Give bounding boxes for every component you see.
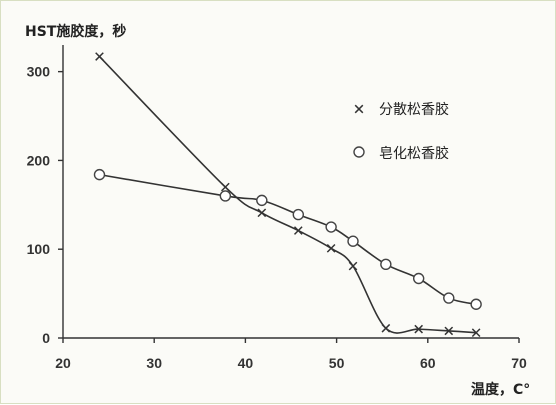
data-point-s2-5 <box>325 221 337 233</box>
data-point-s1-8-stroke-b <box>414 324 424 334</box>
y-tick-label-300: 300 <box>27 64 51 80</box>
x-axis-label: 温度，C° <box>471 382 531 398</box>
x-tick-label-70: 70 <box>511 355 527 371</box>
data-point-s2-10 <box>470 298 482 310</box>
data-point-s1-7-stroke-b <box>381 323 391 333</box>
data-point-s1-7 <box>381 323 391 333</box>
x-tick-label-30: 30 <box>146 355 162 371</box>
data-point-s2-2 <box>219 190 232 202</box>
data-point-s1-10-stroke-b <box>471 328 481 338</box>
data-point-s1-6 <box>348 261 358 271</box>
data-point-s1-9-stroke-b <box>444 326 454 336</box>
data-point-s1-3 <box>257 208 267 218</box>
data-point-s2-6 <box>347 235 359 247</box>
x-tick-label-40: 40 <box>238 355 254 371</box>
data-point-s1-10 <box>471 328 481 338</box>
data-point-s2-4 <box>292 208 304 221</box>
x-tick-label-50: 50 <box>329 355 345 371</box>
data-point-s1-4-stroke-b <box>293 226 303 235</box>
data-point-s2-9 <box>443 292 455 304</box>
legend <box>353 104 365 158</box>
tick-labels: 0 100 200 300 20 30 40 50 60 70 <box>27 64 527 371</box>
data-point-s1-9 <box>444 326 454 336</box>
y-tick-label-200: 200 <box>27 152 51 168</box>
series-markers <box>93 52 482 338</box>
legend-marker-series-2 <box>353 146 365 158</box>
data-point-s1-2 <box>221 182 230 192</box>
data-point-s1-5-stroke-b <box>326 243 336 253</box>
data-point-s2-1 <box>93 168 106 181</box>
data-point-s1-3-stroke-b <box>257 208 267 218</box>
y-tick-label-100: 100 <box>27 241 51 257</box>
x-tick-label-20: 20 <box>55 355 71 371</box>
data-point-s1-1 <box>95 52 104 61</box>
data-point-s1-5 <box>326 243 336 253</box>
legend-label-series-1: 分散松香胶 <box>379 102 449 118</box>
data-point-s1-4 <box>293 226 303 235</box>
x-tick-label-60: 60 <box>420 355 436 371</box>
data-point-s2-7 <box>380 258 392 271</box>
data-point-s2-3 <box>256 194 268 207</box>
series-line-2 <box>99 173 477 306</box>
data-point-s2-8 <box>412 272 425 285</box>
legend-label-series-2: 皂化松香胶 <box>379 146 449 162</box>
y-tick-label-0: 0 <box>42 330 50 346</box>
y-axis-label: HST施胶度，秒 <box>25 24 127 40</box>
data-point-s1-8 <box>414 324 424 334</box>
data-point-s1-6-stroke-b <box>348 261 358 271</box>
data-point-s1-2-stroke-b <box>221 182 230 192</box>
legend-marker-series-1 <box>354 104 364 114</box>
legend-marker-series-1-stroke-b <box>354 104 364 114</box>
axes <box>58 45 520 343</box>
data-point-s1-1-stroke-b <box>95 52 104 61</box>
